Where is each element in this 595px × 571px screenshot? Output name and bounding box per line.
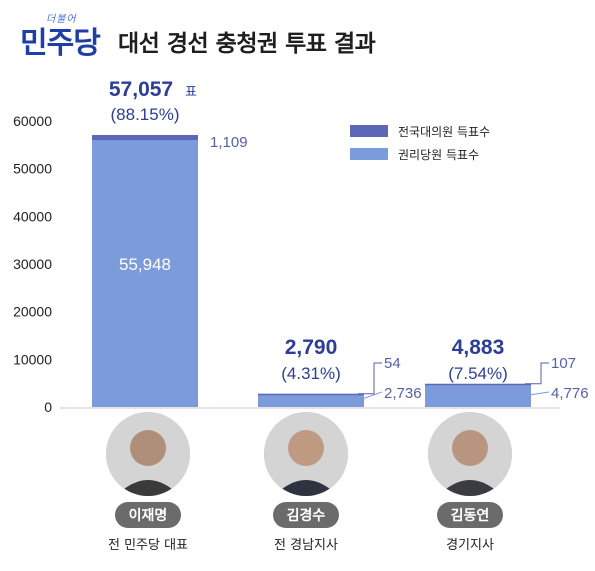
bar-delegate-votes [92,135,198,141]
y-tick-label: 0 [44,399,52,415]
party-logo: 민주당 [20,26,101,61]
candidate-photo [428,412,512,496]
vote-percent-label: (7.54%) [448,364,508,383]
data-label-delegate: 107 [551,355,576,372]
vote-percent-label: (88.15%) [111,105,180,124]
legend-swatch-delegate [350,125,388,137]
party-logo-subtext: 더불어 [46,14,77,25]
y-tick-label: 10000 [13,351,52,367]
y-tick-label: 20000 [13,304,52,320]
candidate-card-1: 이재명 전 민주당 대표 [68,412,228,553]
leader-line-delegate [358,362,382,395]
person-silhouette-icon [264,412,348,496]
bar-delegate-votes [258,393,364,396]
candidate-name: 김동연 [436,502,504,528]
data-label-delegate: 1,109 [210,134,248,151]
leader-line-delegate [525,362,549,385]
y-tick-label: 60000 [13,113,52,129]
page-title: 대선 경선 충청권 투표 결과 [118,31,376,57]
total-votes-label: 4,883 [452,336,505,359]
candidate-photo [264,412,348,496]
bar-member-votes [92,140,198,408]
total-votes-unit: 표 [185,85,197,100]
candidate-card-3: 김동연 경기지사 [390,412,550,553]
bar-delegate-votes [425,383,531,386]
leader-line-member [524,391,550,397]
data-label-member: 4,776 [551,385,589,402]
legend-label-member: 권리당원 득표수 [398,148,479,162]
candidate-photo [106,412,190,496]
candidate-title: 전 경남지사 [274,538,338,553]
candidate-title: 경기지사 [446,538,494,553]
bar-member-votes [425,384,531,407]
bar-member-votes [258,393,364,407]
data-label-delegate: 54 [384,355,401,372]
person-silhouette-icon [428,412,512,496]
header: 더불어 민주당 대선 경선 충청권 투표 결과 [0,0,595,61]
total-votes-label: 2,790 [285,336,338,359]
y-tick-label: 40000 [13,208,52,224]
bar-chart: 0 10000 20000 30000 40000 50000 60000 55,948 1,1… [13,78,589,415]
legend-label-delegate: 전국대의원 득표수 [398,125,490,139]
leader-line-member [357,391,383,401]
data-label-member: 55,948 [119,255,171,274]
candidate-card-2: 김경수 전 경남지사 [226,412,386,553]
vote-percent-label: (4.31%) [281,364,341,383]
candidate-name: 김경수 [272,502,340,528]
data-label-member: 2,736 [384,385,422,402]
legend-swatch-member [350,148,388,160]
candidate-name: 이재명 [114,502,182,528]
candidate-title: 전 민주당 대표 [107,538,189,553]
y-tick-label: 30000 [13,256,52,272]
y-tick-label: 50000 [13,161,52,177]
person-silhouette-icon [106,412,190,496]
total-votes-label: 57,057 [109,78,173,101]
